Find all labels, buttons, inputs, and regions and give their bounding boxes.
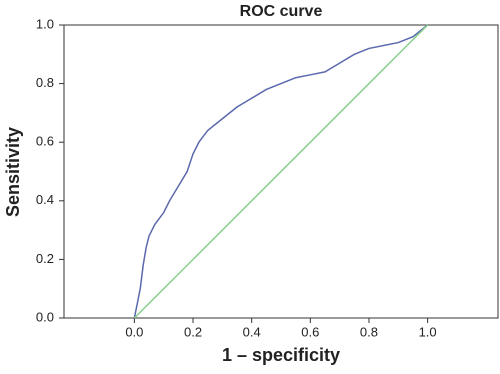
y-axis-label: Sensitivity: [3, 127, 23, 217]
series-line: [133, 24, 429, 319]
chart-title: ROC curve: [240, 3, 323, 20]
series-line: [133, 24, 429, 319]
y-tick-label: 0.4: [36, 192, 54, 207]
x-tick-label: 0.8: [360, 324, 378, 339]
x-axis-label: 1 – specificity: [222, 345, 340, 365]
y-tick-label: 1.0: [36, 16, 54, 31]
plot-frame: [63, 24, 499, 319]
y-tick-label: 0.6: [36, 134, 54, 149]
x-tick-label: 1.0: [419, 324, 437, 339]
x-tick-label: 0.2: [184, 324, 202, 339]
x-tick-label: 0.6: [301, 324, 319, 339]
x-tick-label: 0.0: [125, 324, 143, 339]
y-tick-label: 0.0: [36, 309, 54, 324]
x-tick-label: 0.4: [243, 324, 261, 339]
y-tick-label: 0.8: [36, 75, 54, 90]
y-tick-label: 0.2: [36, 251, 54, 266]
